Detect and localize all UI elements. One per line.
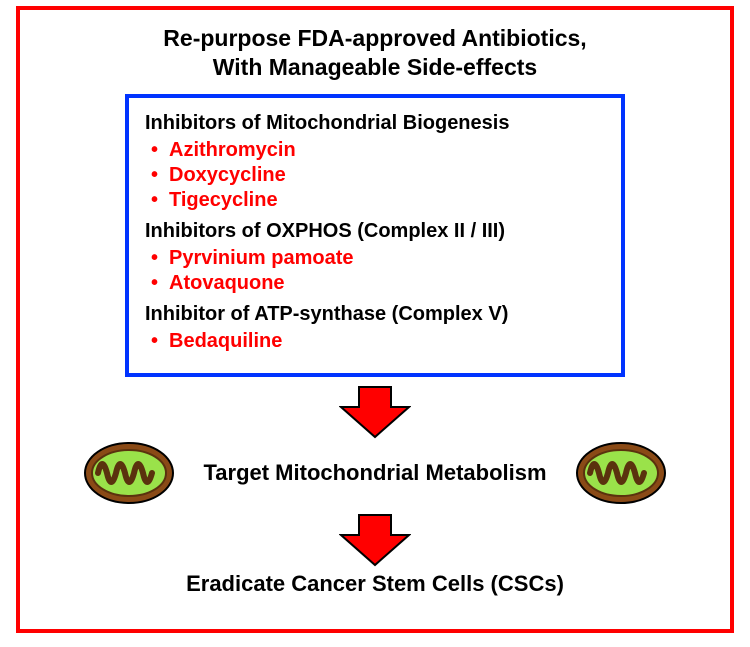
mito-cristae [590, 464, 644, 482]
title-line2: With Manageable Side-effects [213, 54, 537, 80]
drug-item: Atovaquone [151, 272, 605, 295]
down-arrow-icon [339, 385, 411, 439]
red-frame: Re-purpose FDA-approved Antibiotics, Wit… [16, 6, 734, 633]
mid-row: Target Mitochondrial Metabolism [20, 441, 730, 505]
drug-list-biogenesis: Azithromycin Doxycycline Tigecycline [145, 139, 605, 212]
canvas: Re-purpose FDA-approved Antibiotics, Wit… [0, 0, 750, 647]
arrow-shape [341, 515, 409, 565]
arrow-1-wrap [20, 385, 730, 439]
drug-list-atp-synthase: Bedaquiline [145, 330, 605, 353]
drug-item: Pyrvinium pamoate [151, 247, 605, 270]
arrow-2-wrap [20, 513, 730, 567]
arrow-shape [341, 387, 409, 437]
bottom-label: Eradicate Cancer Stem Cells (CSCs) [20, 571, 730, 597]
drug-item: Azithromycin [151, 139, 605, 162]
drug-categories-box: Inhibitors of Mitochondrial Biogenesis A… [125, 94, 625, 377]
section-heading-atp-synthase: Inhibitor of ATP-synthase (Complex V) [145, 303, 605, 326]
down-arrow-icon [339, 513, 411, 567]
drug-item: Doxycycline [151, 164, 605, 187]
mitochondria-icon [83, 441, 175, 505]
drug-item: Bedaquiline [151, 330, 605, 353]
diagram-title: Re-purpose FDA-approved Antibiotics, Wit… [20, 24, 730, 82]
mid-label: Target Mitochondrial Metabolism [203, 460, 546, 486]
drug-list-oxphos: Pyrvinium pamoate Atovaquone [145, 247, 605, 295]
mito-cristae [98, 464, 152, 482]
drug-item: Tigecycline [151, 189, 605, 212]
title-line1: Re-purpose FDA-approved Antibiotics, [163, 25, 586, 51]
section-heading-oxphos: Inhibitors of OXPHOS (Complex II / III) [145, 220, 605, 243]
mitochondria-icon [575, 441, 667, 505]
section-heading-biogenesis: Inhibitors of Mitochondrial Biogenesis [145, 112, 605, 135]
